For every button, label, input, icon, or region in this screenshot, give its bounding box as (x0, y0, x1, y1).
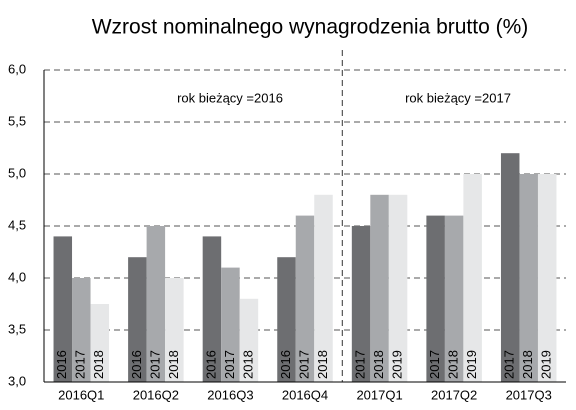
bar (221, 267, 240, 382)
bar-label: 2019 (539, 350, 554, 379)
bar (426, 215, 445, 382)
bar-label: 2018 (520, 350, 535, 379)
bar (295, 215, 315, 382)
annotation: rok bieżący =2017 (405, 90, 511, 105)
bar (370, 194, 389, 382)
bar (351, 226, 371, 382)
x-tick-label: 2016Q1 (58, 387, 104, 402)
y-tick-label: 4,5 (8, 217, 26, 232)
annotation: rok bieżący =2016 (177, 90, 283, 105)
y-tick-label: 4,0 (8, 269, 26, 284)
bar-label: 2017 (296, 350, 311, 379)
bar (72, 278, 91, 382)
bar (500, 153, 520, 382)
bar (277, 257, 296, 382)
x-tick-label: 2016Q2 (133, 387, 179, 402)
y-tick-label: 5,5 (8, 113, 26, 128)
bar-label: 2019 (390, 350, 405, 379)
bar-label: 2018 (315, 350, 330, 379)
y-tick-label: 6,0 (8, 61, 26, 76)
bar (314, 194, 333, 382)
bar-label: 2016 (129, 350, 144, 379)
chart-title: Wzrost nominalnego wynagrodzenia brutto … (92, 16, 529, 39)
y-tick-label: 3,5 (8, 321, 26, 336)
bar-label: 2018 (91, 350, 106, 379)
bar (202, 236, 222, 382)
x-tick-label: 2016Q4 (282, 387, 328, 402)
bar-label: 2018 (446, 350, 461, 379)
bar-label: 2017 (147, 350, 162, 379)
bar-label: 2017 (353, 350, 368, 379)
bar-label: 2018 (371, 350, 386, 379)
bar (537, 174, 557, 382)
bar-label: 2019 (464, 350, 479, 379)
bar-label: 2016 (278, 350, 293, 379)
bar (128, 257, 147, 382)
bar-label: 2017 (502, 350, 517, 379)
x-tick-label: 2017Q2 (431, 387, 477, 402)
x-tick-label: 2016Q3 (207, 387, 253, 402)
bar-label: 2017 (73, 350, 88, 379)
x-tick-label: 2017Q3 (506, 387, 552, 402)
bar-label: 2017 (427, 350, 442, 379)
bar (388, 194, 408, 382)
bar (165, 278, 184, 382)
x-tick-label: 2017Q1 (356, 387, 402, 402)
bar-label: 2016 (54, 350, 69, 379)
y-tick-label: 5,0 (8, 165, 26, 180)
bar (463, 174, 482, 382)
bar (239, 298, 259, 382)
bar (146, 226, 166, 382)
bar-label: 2016 (203, 350, 218, 379)
bar-label: 2018 (166, 350, 181, 379)
bar (519, 174, 538, 382)
bar (444, 215, 464, 382)
bar (53, 236, 73, 382)
y-tick-label: 3,0 (8, 373, 26, 388)
bar-label: 2018 (240, 350, 255, 379)
bar-label: 2017 (222, 350, 237, 379)
bar (90, 304, 110, 382)
